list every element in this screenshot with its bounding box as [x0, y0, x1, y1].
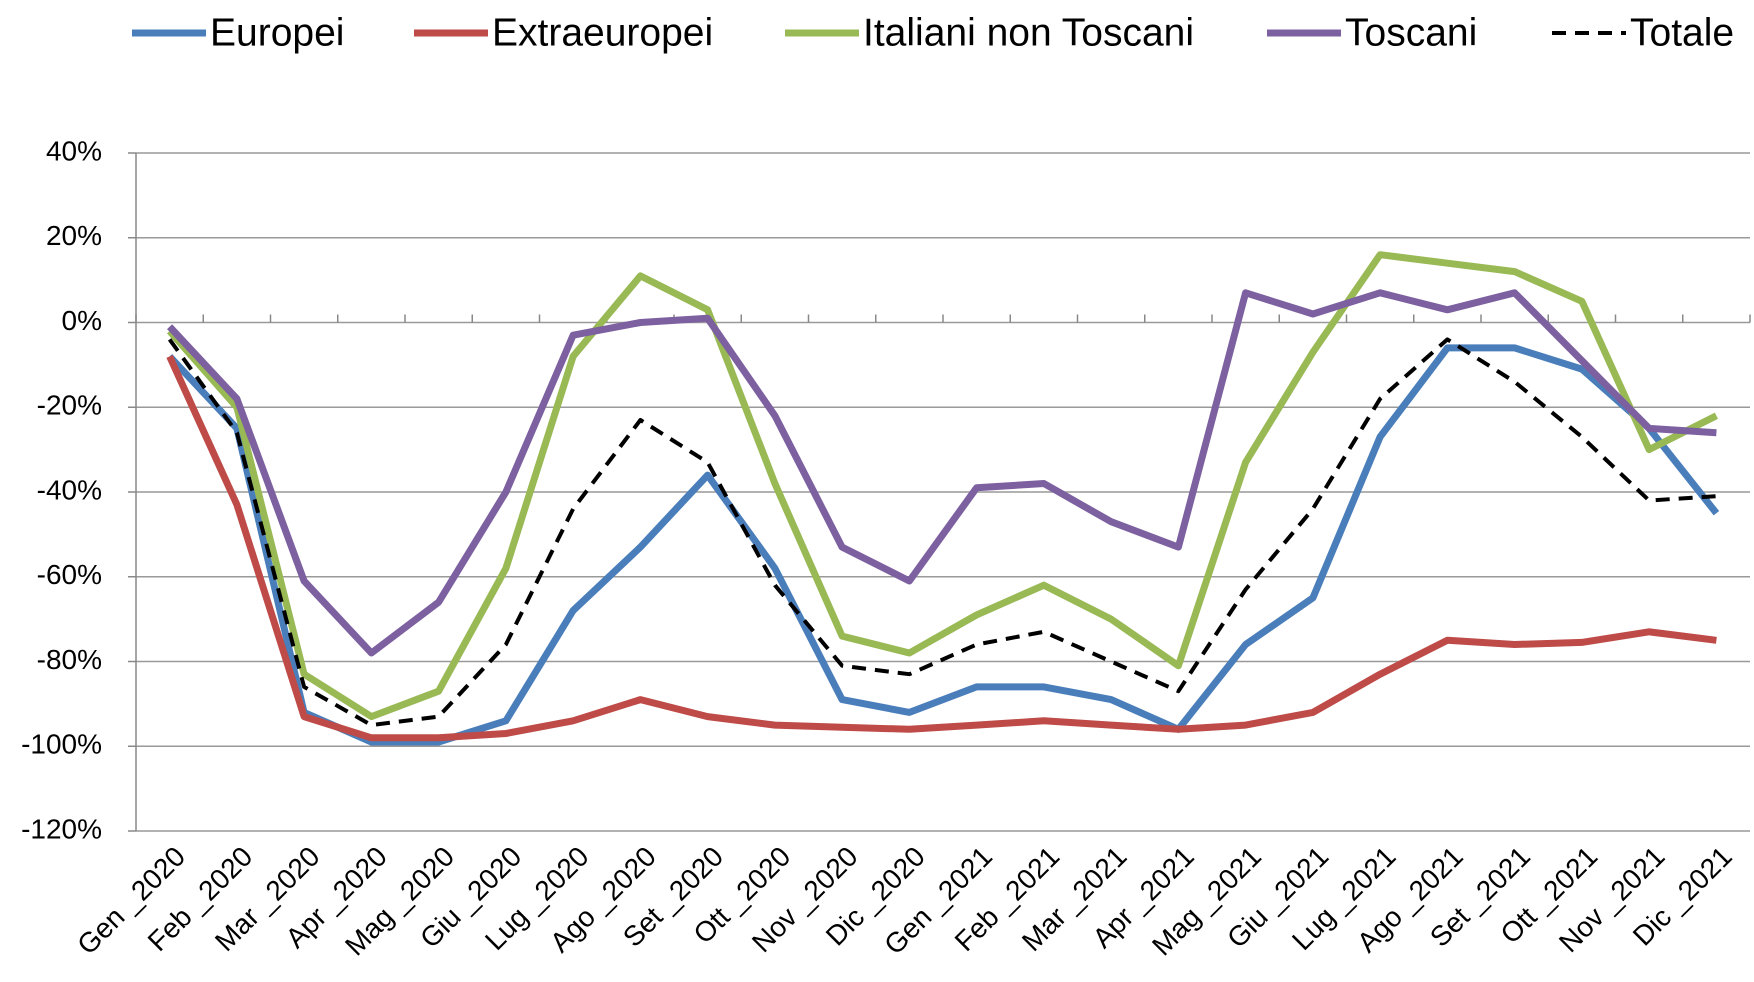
y-tick-label: 0%	[62, 305, 102, 336]
legend-label: Europei	[210, 11, 344, 54]
y-tick-label: 20%	[46, 220, 102, 251]
legend-label: Toscani	[1345, 11, 1477, 54]
legend-label: Totale	[1630, 11, 1734, 54]
y-tick-label: -120%	[21, 813, 102, 844]
series-line	[167, 289, 1717, 657]
series-line	[167, 337, 1717, 728]
y-tick-label: -100%	[21, 729, 102, 760]
y-tick-label: -40%	[37, 474, 102, 505]
series-line	[166, 354, 1717, 742]
y-tick-label: -60%	[37, 559, 102, 590]
legend-label: Italiani non Toscani	[863, 11, 1194, 54]
legend-label: Extraeuropei	[492, 11, 713, 54]
y-tick-label: 40%	[46, 135, 102, 166]
y-tick-label: -80%	[37, 644, 102, 675]
series-line	[166, 251, 1718, 721]
y-tick-label: -20%	[37, 390, 102, 421]
